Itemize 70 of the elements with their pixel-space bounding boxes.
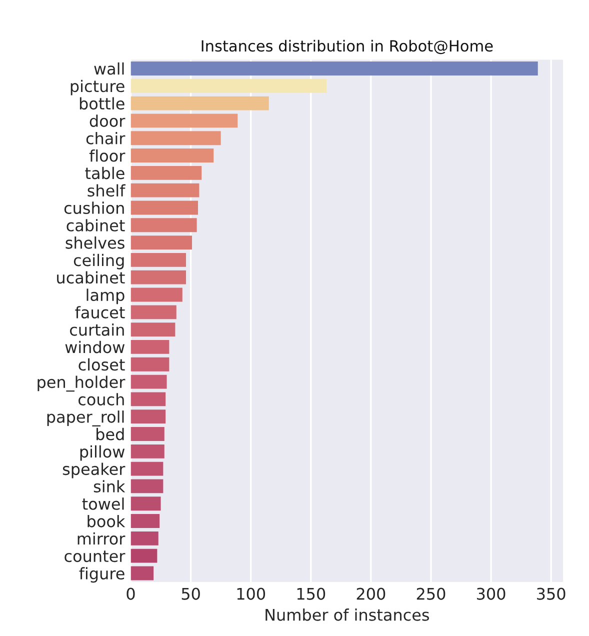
x-tick-label: 50 [182, 588, 200, 600]
bar [130, 218, 197, 232]
y-tick-label: window [65, 340, 125, 354]
y-tick-label: figure [79, 567, 124, 583]
y-tick-label: shelf [88, 184, 126, 197]
y-tick-label: lamp [86, 288, 124, 304]
chart-title: Instances distribution in Robot@Home [202, 40, 493, 54]
y-tick-label: mirror [78, 532, 126, 545]
x-tick-label: 100 [237, 588, 266, 600]
bar [130, 531, 158, 546]
bar [130, 114, 238, 128]
bar [130, 322, 176, 337]
y-tick-label: ceiling [74, 254, 124, 270]
x-tick-label: 250 [416, 588, 446, 600]
bar [130, 374, 167, 389]
y-tick-label: faucet [75, 306, 125, 318]
y-tick-label: cushion [64, 202, 124, 214]
y-tick-label: paper_roll [47, 410, 124, 426]
bar [130, 392, 166, 406]
y-tick-label: counter [64, 550, 126, 562]
bar [130, 566, 154, 580]
bar [130, 444, 164, 458]
y-tick-label: book [88, 514, 126, 528]
y-tick-label: chair [86, 132, 126, 144]
bar [130, 236, 192, 250]
bar [130, 305, 176, 320]
y-tick-label: bed [96, 428, 124, 440]
y-tick-label: couch [78, 393, 124, 406]
x-tick-label: 300 [477, 588, 506, 600]
y-tick-label: cabinet [66, 219, 125, 232]
bar [130, 427, 164, 441]
bar [130, 340, 170, 354]
y-tick-label: ucabinet [57, 271, 125, 284]
y-tick-label: pillow [80, 445, 125, 461]
bar [130, 96, 269, 110]
y-tick-label: door [90, 114, 126, 127]
bar [130, 166, 202, 180]
y-tick-label: bottle [80, 97, 124, 110]
y-tick-label: shelves [66, 236, 124, 249]
y-tick-label: sink [94, 480, 126, 493]
bar [130, 514, 160, 528]
bar [130, 131, 221, 146]
y-tick-label: pen_holder [38, 376, 126, 392]
bar [130, 288, 182, 302]
bar [130, 148, 214, 162]
bar [130, 78, 327, 93]
y-tick-label: picture [70, 80, 124, 96]
bar [130, 462, 164, 476]
y-tick-label: curtain [70, 323, 124, 336]
y-tick-label: table [85, 166, 124, 180]
bar [130, 357, 170, 372]
bar [130, 410, 166, 424]
y-tick-label: wall [94, 62, 124, 75]
x-tick-label: 200 [356, 588, 386, 600]
x-tick-label: 0 [126, 588, 135, 600]
x-tick-label: 350 [537, 588, 566, 600]
bar [130, 183, 200, 198]
x-axis-title: Number of instances [266, 608, 429, 621]
bar [130, 252, 186, 267]
bar [130, 200, 198, 215]
x-tick-label: 150 [297, 588, 326, 600]
bar [130, 62, 538, 76]
y-tick-label: closet [78, 358, 125, 371]
y-tick-label: towel [82, 498, 124, 510]
y-tick-label: floor [89, 149, 126, 162]
bar [130, 496, 161, 511]
bar [130, 270, 186, 284]
bar [130, 479, 164, 494]
y-tick-label: speaker [62, 462, 126, 478]
bar [130, 548, 158, 563]
